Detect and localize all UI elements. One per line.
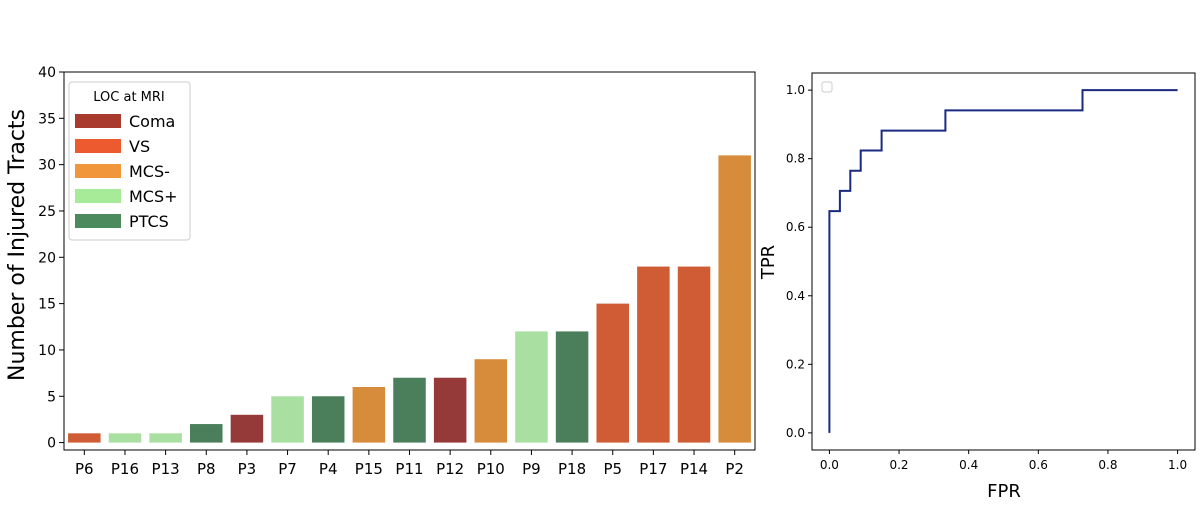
legend-title: LOC at MRI — [93, 90, 165, 105]
xtick-label: P5 — [603, 460, 622, 478]
xtick-label: P14 — [680, 460, 708, 478]
legend-swatch-Coma — [75, 114, 121, 128]
bar-P18 — [555, 331, 589, 443]
bar-plot-frame — [63, 71, 756, 451]
ytick-label: 15 — [38, 297, 56, 313]
ytick-label: 40 — [38, 65, 56, 81]
bar-P7 — [271, 396, 304, 443]
bar-P5 — [596, 303, 629, 443]
bar-P3 — [230, 414, 264, 443]
bar-P8 — [190, 424, 223, 443]
legend-label-PTCS: PTCS — [129, 212, 169, 231]
ytick-label: 35 — [38, 111, 56, 127]
bar-P16 — [108, 433, 142, 443]
bar-P11 — [393, 377, 426, 443]
legend-label-Coma: Coma — [129, 112, 175, 131]
bar-P10 — [474, 359, 508, 443]
legend-swatch-VS — [75, 139, 121, 153]
ytick-label: 20 — [38, 250, 56, 266]
legend-label-MCS+: MCS+ — [129, 187, 178, 206]
bar-P13 — [149, 433, 182, 443]
xtick-label: P17 — [639, 460, 667, 478]
xtick-label: P16 — [111, 460, 139, 478]
bar-P4 — [311, 396, 345, 443]
bar-P2 — [718, 155, 751, 443]
xtick-label: P4 — [319, 460, 338, 478]
legend-label-MCS-: MCS- — [129, 162, 170, 181]
xtick-label: P15 — [355, 460, 383, 478]
bar-legend: LOC at MRI Coma VS MCS- MCS+ PTCS — [68, 81, 191, 241]
bar-P9 — [515, 331, 548, 443]
xtick-label: P18 — [558, 460, 586, 478]
bar-P14 — [677, 266, 711, 443]
bar-ylabel: Number of Injured Tracts — [5, 109, 30, 381]
xtick-label: P3 — [238, 460, 257, 478]
legend-label-VS: VS — [129, 137, 150, 156]
ytick-label: 25 — [38, 204, 56, 220]
ytick-label: 0 — [47, 436, 56, 452]
xtick-label: P10 — [477, 460, 505, 478]
xtick-label: P11 — [395, 460, 423, 478]
xtick-label: P6 — [75, 460, 94, 478]
legend-swatch-MCS- — [75, 164, 121, 178]
bar-P17 — [637, 266, 670, 443]
xtick-label: P2 — [725, 460, 744, 478]
xtick-label: P13 — [152, 460, 180, 478]
bar-P15 — [352, 387, 386, 443]
bar-P6 — [68, 433, 101, 443]
xtick-label: P12 — [436, 460, 464, 478]
ytick-label: 30 — [38, 158, 56, 174]
legend-swatch-PTCS — [75, 214, 121, 228]
bar-P12 — [433, 377, 467, 443]
ytick-label: 5 — [47, 389, 56, 405]
xtick-label: P7 — [278, 460, 297, 478]
xtick-label: P9 — [522, 460, 541, 478]
xtick-label: P8 — [197, 460, 216, 478]
legend-swatch-MCS+ — [75, 189, 121, 203]
ytick-label: 10 — [38, 343, 56, 359]
